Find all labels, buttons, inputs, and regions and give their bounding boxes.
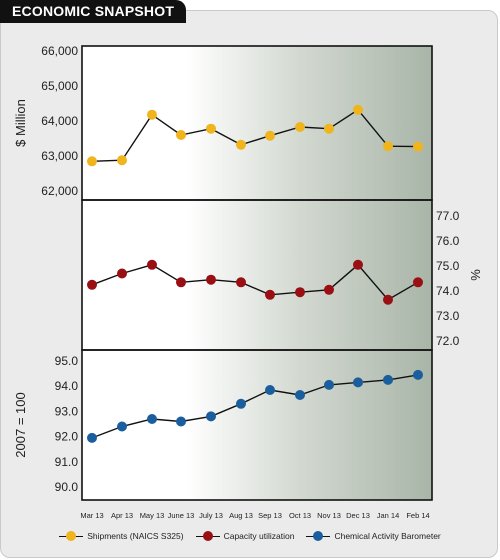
legend-item-shipments: Shipments (NAICS S325): [59, 531, 184, 541]
data-point-capacity: [295, 287, 305, 298]
x-tick-label: Mar 13: [80, 511, 103, 520]
y-tick-label-barometer: 94.0: [55, 379, 79, 393]
data-point-barometer: [353, 377, 363, 388]
data-point-barometer: [324, 379, 334, 390]
y-tick-label-barometer: 92.0: [55, 430, 79, 444]
y-tick-label-barometer: 90.0: [55, 480, 79, 494]
y-tick-label-shipments: 66,000: [41, 44, 78, 58]
data-point-shipments: [295, 122, 305, 132]
legend-label-shipments: Shipments (NAICS S325): [87, 531, 184, 541]
data-point-capacity: [265, 289, 275, 300]
data-point-capacity: [383, 294, 393, 305]
panel-frame-barometer: [81, 349, 433, 501]
y-tick-label-capacity: 77.0: [436, 209, 460, 223]
data-point-shipments: [117, 155, 127, 166]
data-point-capacity: [353, 259, 363, 270]
y-tick-label-barometer: 93.0: [55, 404, 79, 418]
x-tick-label: July 13: [199, 511, 223, 520]
data-point-capacity: [206, 274, 216, 285]
data-point-shipments: [265, 130, 275, 141]
y-tick-label-shipments: 63,000: [41, 149, 78, 163]
data-point-barometer: [413, 369, 423, 380]
data-point-capacity: [87, 279, 97, 290]
data-point-capacity: [147, 259, 157, 270]
economic-snapshot-chart: 62,000 63,000 64,000 65,000 66,000 $ Million 7…: [13, 44, 483, 520]
data-point-barometer: [87, 432, 97, 443]
data-point-barometer: [206, 411, 216, 422]
legend-item-barometer: Chemical Activity Barometer: [306, 531, 441, 541]
data-point-barometer: [147, 414, 157, 424]
y-tick-label-shipments: 64,000: [41, 114, 78, 128]
y-tick-label-barometer: 95.0: [55, 354, 79, 368]
legend-marker-barometer: [306, 531, 331, 541]
data-point-shipments: [176, 130, 186, 140]
x-tick-label: Nov 13: [317, 511, 341, 520]
data-point-barometer: [295, 390, 305, 400]
legend-label-capacity: Capacity utilization: [223, 531, 295, 541]
y-tick-label-capacity: 74.0: [436, 284, 460, 298]
x-tick-label: Aug 13: [229, 511, 253, 520]
series-line-barometer: [91, 374, 419, 439]
y-tick-label-capacity: 75.0: [436, 259, 460, 273]
axis-label-barometer: 2007 = 100: [13, 392, 28, 457]
data-point-capacity: [176, 277, 186, 288]
y-tick-label-capacity: 72.0: [436, 334, 460, 348]
data-point-capacity: [117, 268, 127, 279]
series-line-shipments: [91, 108, 419, 162]
data-point-barometer: [383, 374, 393, 385]
data-point-shipments: [383, 141, 393, 152]
x-tick-label: Feb 14: [406, 511, 429, 520]
x-tick-label: Dec 13: [346, 511, 370, 520]
data-point-shipments: [353, 104, 363, 115]
data-point-shipments: [147, 109, 157, 120]
y-tick-label-capacity: 73.0: [436, 309, 460, 323]
y-tick-label-shipments: 65,000: [41, 79, 78, 93]
y-tick-label-barometer: 91.0: [55, 455, 79, 469]
y-tick-label-capacity: 76.0: [436, 234, 460, 248]
x-tick-label: May 13: [140, 511, 165, 520]
y-tick-label-shipments: 62,000: [41, 184, 78, 198]
legend-marker-capacity: [195, 531, 220, 541]
legend-marker-shipments: [59, 531, 84, 541]
data-point-shipments: [324, 123, 334, 134]
axis-label-capacity: %: [468, 269, 483, 281]
legend-label-barometer: Chemical Activity Barometer: [334, 531, 441, 541]
data-point-capacity: [413, 277, 423, 288]
chart-title: ECONOMIC SNAPSHOT: [0, 0, 187, 23]
x-tick-label: Jan 14: [377, 511, 400, 520]
data-point-barometer: [236, 398, 246, 409]
data-point-barometer: [176, 416, 186, 427]
data-point-barometer: [265, 385, 275, 395]
x-tick-label: Apr 13: [111, 511, 133, 520]
data-point-shipments: [413, 141, 423, 152]
x-tick-label: June 13: [168, 511, 195, 520]
x-tick-label: Sep 13: [258, 511, 282, 520]
data-point-shipments: [87, 156, 97, 167]
data-point-capacity: [324, 284, 334, 295]
legend: Shipments (NAICS S325) Capacity utilizat…: [0, 527, 500, 545]
axis-label-shipments: $ Million: [13, 99, 28, 147]
data-point-shipments: [206, 123, 216, 134]
plot-background: [82, 46, 432, 500]
series-line-capacity: [91, 263, 419, 301]
data-point-shipments: [236, 139, 246, 150]
data-point-barometer: [117, 421, 127, 432]
data-point-capacity: [236, 277, 246, 288]
x-tick-label: Oct 13: [289, 511, 311, 520]
legend-item-capacity: Capacity utilization: [195, 531, 295, 541]
